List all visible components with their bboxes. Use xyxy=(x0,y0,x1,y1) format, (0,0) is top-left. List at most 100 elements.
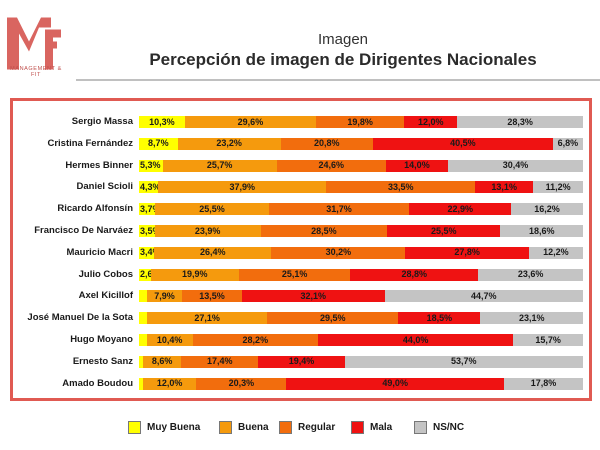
data-label: 28,3% xyxy=(507,116,533,127)
data-label: 5,3% xyxy=(140,160,161,171)
bar-segment-ns-nc xyxy=(528,246,583,259)
section-kicker: Imagen xyxy=(317,31,369,48)
data-label: 3,5% xyxy=(140,225,161,236)
bar-segment-buena xyxy=(142,355,182,368)
data-label: 8,6% xyxy=(151,356,173,367)
bar-segment-buena xyxy=(162,159,277,172)
bar-segment-muy-buena xyxy=(139,116,185,128)
legend-item-ns-nc: NS/NC xyxy=(414,421,464,434)
data-label: 22,9% xyxy=(447,203,473,214)
data-label: 19,8% xyxy=(347,116,373,127)
category-label: Ricardo Alfonsín xyxy=(57,203,133,215)
title-rule xyxy=(76,79,600,81)
data-label: 20,3% xyxy=(228,378,255,389)
data-label: 2,6% xyxy=(140,269,161,279)
data-label: 11,2% xyxy=(545,181,571,192)
category-label: Daniel Scioli xyxy=(76,181,134,193)
data-label: 29,6% xyxy=(237,116,264,127)
legend-item-buena: Buena xyxy=(219,421,269,434)
data-label: 30,2% xyxy=(325,247,352,258)
bar-segment-mala xyxy=(372,137,553,150)
legend-swatch xyxy=(219,421,232,434)
data-label: 24,6% xyxy=(318,160,345,171)
data-label: 44,0% xyxy=(402,334,429,345)
bar-segment-mala xyxy=(242,290,385,303)
legend-item-mala: Mala xyxy=(351,421,392,434)
data-label: 30,4% xyxy=(502,160,529,171)
category-label: Francisco De Narváez xyxy=(34,225,133,236)
category-label: Cristina Fernández xyxy=(47,137,133,149)
chart-title: Percepción de imagen de Dirigentes Nacio… xyxy=(149,50,537,69)
data-label: 17,8% xyxy=(530,378,557,389)
data-label: 23,6% xyxy=(517,269,544,280)
data-label: 12,2% xyxy=(543,247,569,258)
category-label: Hermes Binner xyxy=(65,159,133,171)
legend-label: Muy Buena xyxy=(147,422,201,433)
data-label: 7,9% xyxy=(154,290,175,301)
bar-segment-ns-nc xyxy=(448,159,583,172)
data-label: 31,7% xyxy=(326,203,352,214)
legend-swatch xyxy=(351,421,364,434)
bar-segment-mala xyxy=(258,355,345,368)
logo xyxy=(7,17,61,70)
bar-segment-muy-buena xyxy=(139,246,155,259)
data-label: 4,3% xyxy=(140,181,161,192)
bar-segment-mala xyxy=(387,225,501,237)
data-label: 8,7% xyxy=(148,138,169,149)
legend-swatch xyxy=(128,421,141,434)
data-label: 19,9% xyxy=(181,269,208,280)
bar-segment-regular xyxy=(192,334,318,346)
bar-segment-mala xyxy=(350,268,479,281)
bar-segment-muy-buena xyxy=(139,225,155,237)
category-label: José Manuel De la Sota xyxy=(27,312,133,324)
data-label: 23,9% xyxy=(194,225,221,236)
data-label: 28,2% xyxy=(242,334,269,345)
bar-segment-ns-nc xyxy=(533,181,583,194)
legend-swatch xyxy=(414,421,427,434)
legend-label: Regular xyxy=(298,422,336,433)
chart-legend: Muy Buena Buena Regular Mala NS/NC xyxy=(0,421,600,437)
category-label: Julio Cobos xyxy=(78,268,133,280)
legend-item-muy-buena: Muy Buena xyxy=(128,421,200,434)
data-label: 12,0% xyxy=(156,378,183,389)
data-label: 23,2% xyxy=(216,138,242,149)
bar-segment-regular xyxy=(276,159,386,172)
bar-segment-regular xyxy=(260,225,388,237)
data-label: 33,5% xyxy=(387,181,414,192)
legend-item-regular: Regular xyxy=(279,421,335,434)
category-label: Axel Kicillof xyxy=(78,290,133,302)
data-label: 19,4% xyxy=(288,356,315,367)
bar-segment-muy-buena xyxy=(139,312,147,325)
chart-plot: Sergio Massa 10,3% 29,6% 19,8% 12,0% 28,3% Cri… xyxy=(13,101,589,398)
data-label: 3,4% xyxy=(140,247,161,258)
logo-subtitle: MANAGEMENT & FIT xyxy=(10,66,62,78)
bar-segment-buena xyxy=(146,290,183,303)
bar-segment-mala xyxy=(404,116,458,128)
category-label: Sergio Massa xyxy=(71,116,133,127)
bar-segment-ns-nc xyxy=(513,334,583,346)
bar-segment-ns-nc xyxy=(478,268,583,281)
chart-frame: Sergio Massa 10,3% 29,6% 19,8% 12,0% 28,3% Cri… xyxy=(10,98,592,401)
bar-segment-muy-buena xyxy=(139,137,178,150)
data-label: 49,0% xyxy=(382,378,408,389)
data-label: 23,1% xyxy=(518,312,545,323)
data-label: 25,7% xyxy=(206,160,233,171)
data-label: 25,5% xyxy=(431,225,457,236)
legend-label: NS/NC xyxy=(433,422,465,433)
category-label: Mauricio Macri xyxy=(66,246,133,258)
bar-segment-regular xyxy=(196,377,287,390)
data-label: 17,4% xyxy=(207,356,233,367)
data-label: 27,8% xyxy=(454,247,480,258)
bar-segment-muy-buena xyxy=(139,203,156,216)
data-label: 25,5% xyxy=(199,203,225,214)
bar-segment-mala xyxy=(405,246,529,259)
bar-segment-ns-nc xyxy=(511,203,583,216)
data-label: 27,1% xyxy=(194,312,220,323)
legend-label: Buena xyxy=(238,422,269,433)
bar-segment-buena xyxy=(184,116,317,128)
bar-segment-mala xyxy=(385,159,449,172)
data-label: 53,7% xyxy=(451,356,477,367)
data-label: 28,8% xyxy=(401,269,428,280)
data-label: 20,8% xyxy=(314,138,340,149)
bar-segment-regular xyxy=(267,312,399,325)
